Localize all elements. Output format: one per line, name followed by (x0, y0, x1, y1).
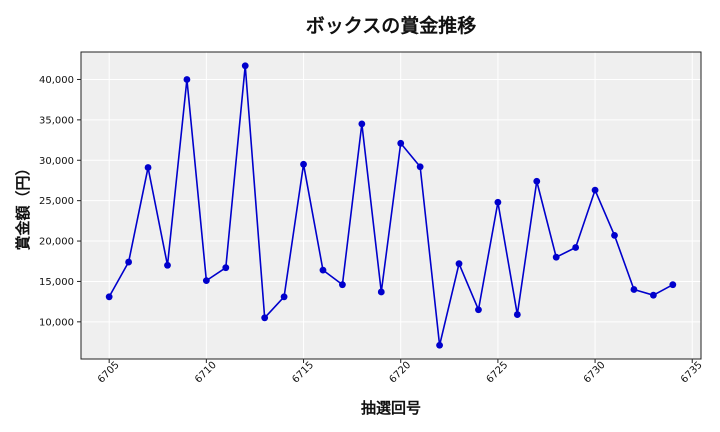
x-tick-label: 6720 (387, 360, 413, 386)
data-point (319, 266, 327, 274)
data-point (144, 164, 152, 171)
data-point (280, 293, 288, 301)
data-point (649, 291, 657, 299)
data-point (300, 160, 307, 168)
data-point (591, 186, 599, 194)
data-point (222, 264, 230, 272)
x-tick-label: 6735 (679, 360, 705, 386)
chart-title: ボックスの賞金推移 (306, 14, 476, 37)
data-point (552, 253, 560, 261)
data-point (455, 260, 463, 268)
data-point (202, 277, 210, 285)
series-line-group (108, 64, 674, 347)
data-point (183, 76, 191, 83)
y-tick-label: 35,000 (39, 115, 74, 126)
axes (80, 51, 702, 360)
data-point (105, 293, 113, 301)
y-tick-label: 40,000 (39, 75, 74, 86)
data-point (494, 198, 502, 206)
data-point (261, 314, 269, 322)
data-point (377, 288, 385, 296)
y-tick-label: 30,000 (39, 156, 74, 167)
data-points (105, 62, 677, 349)
grid-lines (81, 52, 701, 359)
data-point (164, 261, 171, 269)
y-tick-label: 15,000 (39, 277, 74, 288)
data-point (397, 139, 405, 147)
y-tick-label: 10,000 (39, 317, 74, 328)
data-point (416, 163, 424, 171)
data-point (241, 62, 249, 70)
x-tick-label: 6730 (582, 360, 608, 386)
data-point (611, 231, 618, 239)
y-tick-label: 20,000 (39, 237, 74, 248)
data-point (339, 281, 346, 289)
x-tick-label: 6705 (96, 360, 122, 386)
data-point (513, 311, 521, 318)
data-point (669, 281, 677, 289)
data-point (125, 258, 133, 266)
x-tick-label: 6710 (193, 360, 219, 386)
data-point (630, 286, 638, 293)
data-point (475, 306, 482, 314)
data-point (533, 177, 541, 185)
data-point (436, 341, 443, 349)
series-line (108, 64, 674, 347)
x-tick-label: 6715 (290, 360, 316, 386)
x-axis-ticks: 6705 6710 6715 6720 6725 6730 6735 (96, 359, 705, 386)
x-tick-label: 6725 (485, 360, 511, 386)
x-axis-label: 抽選回号 (361, 399, 421, 417)
data-point (358, 120, 366, 128)
plot-frame (80, 51, 702, 360)
y-tick-label: 25,000 (39, 196, 74, 207)
data-point (572, 244, 580, 251)
y-axis-label: 賞金額（円） (14, 160, 32, 250)
y-axis-ticks: 10,000 15,000 20,000 25,000 30,000 35,000 40,0… (39, 75, 81, 328)
